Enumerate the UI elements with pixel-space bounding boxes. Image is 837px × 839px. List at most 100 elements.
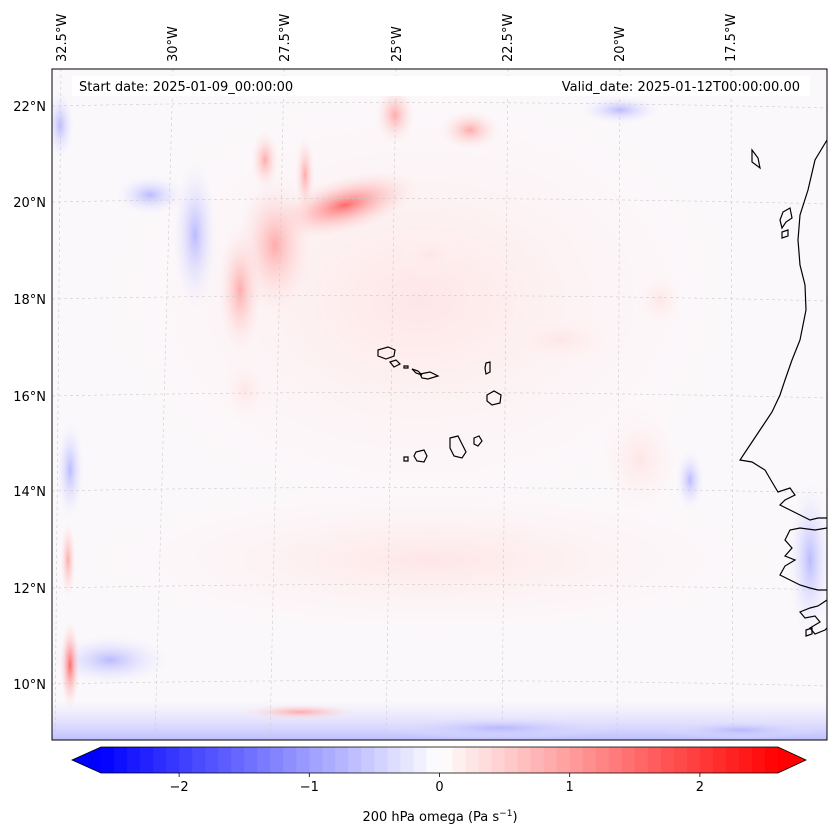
lat-label: 14°N — [13, 485, 46, 500]
island-sao-nicolau — [411, 368, 423, 376]
omega-field-patch — [220, 355, 270, 425]
lat-label: 20°N — [13, 196, 46, 211]
colorbar-segment — [582, 747, 597, 773]
africa-coastline — [779, 207, 793, 230]
colorbar-segment — [413, 747, 428, 773]
colorbar-segment — [621, 747, 636, 773]
omega-field-patch — [52, 90, 74, 160]
colorbar-segment — [491, 747, 506, 773]
omega-field-patch — [380, 716, 620, 740]
colorbar-segment — [140, 747, 154, 773]
colorbar-segment — [192, 747, 206, 773]
lon-label: 30°W — [166, 26, 181, 62]
colorbar-segment — [400, 747, 415, 773]
omega-field-patch — [595, 400, 685, 520]
colorbar-segment — [335, 747, 349, 773]
colorbar-gradient — [72, 747, 806, 773]
colorbar-segment — [218, 747, 232, 773]
colorbar-segment — [465, 747, 480, 773]
omega-field-patch — [635, 270, 685, 330]
island-brava — [403, 456, 409, 462]
parallel-line — [52, 102, 827, 109]
lat-label: 10°N — [13, 678, 46, 693]
colorbar-segment — [114, 747, 128, 773]
omega-field-patch — [580, 96, 660, 124]
island-fogo — [413, 449, 428, 463]
omega-field-patch — [56, 420, 84, 520]
parallel-line — [52, 198, 827, 205]
island-sao-nicolau — [419, 371, 440, 380]
colorbar-outline — [71, 746, 807, 774]
island-santo-antao — [377, 346, 396, 360]
omega-field-patch — [173, 160, 217, 310]
lon-label: 20°W — [613, 26, 628, 62]
colorbar-segment — [764, 747, 779, 773]
parallel-line — [52, 584, 827, 591]
colorbar-segment — [634, 747, 649, 773]
africa-coastline — [805, 627, 813, 637]
island-boa-vista — [486, 390, 502, 406]
colorbar-segment — [452, 747, 467, 773]
colorbar-segment — [348, 747, 362, 773]
colorbar-segment — [387, 747, 402, 773]
colorbar-tick-label: −1 — [300, 780, 319, 795]
parallel-line — [52, 295, 827, 302]
colorbar-segment — [517, 747, 532, 773]
header-bar: Start date: 2025-01-09_00:00:00 Valid_da… — [72, 76, 810, 96]
omega-field-patch — [218, 225, 262, 355]
omega-field-patch — [115, 175, 185, 215]
lon-label: 27.5°W — [278, 14, 293, 62]
colorbar-tick-label: −2 — [170, 780, 189, 795]
omega-field-patch — [295, 135, 315, 215]
colorbar-segment — [556, 747, 571, 773]
meridian-line — [616, 69, 621, 740]
colorbar-segment — [205, 747, 219, 773]
colorbar-segment — [569, 747, 584, 773]
lon-label: 25°W — [390, 26, 405, 62]
omega-field-patch — [660, 720, 820, 740]
colorbar-segment — [608, 747, 623, 773]
omega-field-patch — [60, 620, 80, 710]
lat-label: 18°N — [13, 293, 46, 308]
meridian-line — [54, 69, 62, 740]
colorbar-segment — [686, 747, 701, 773]
coastline — [738, 139, 827, 637]
colorbar-segment — [270, 747, 284, 773]
colorbar-segment — [543, 747, 558, 773]
lat-label: 12°N — [13, 582, 46, 597]
meridian-line — [730, 69, 734, 740]
parallel-line — [52, 680, 827, 687]
omega-field — [52, 70, 827, 740]
africa-coastline — [799, 599, 827, 635]
omega-field-patch — [440, 110, 500, 150]
colorbar-segment — [166, 747, 180, 773]
meridian-line — [154, 69, 174, 740]
omega-field-patch — [676, 450, 704, 510]
meridian-line — [269, 69, 285, 740]
island-sao-vicente — [388, 359, 402, 368]
colorbar-extend-low — [72, 747, 101, 773]
omega-field-patch — [400, 235, 460, 275]
island-santiago — [449, 435, 467, 459]
colorbar-segment — [738, 747, 753, 773]
colorbar-label: 200 hPa omega (Pa s−1) — [362, 809, 517, 825]
omega-field-patch — [70, 480, 790, 640]
colorbar-label-text: 200 hPa omega (Pa s — [362, 810, 499, 825]
colorbar-segment — [309, 747, 323, 773]
colorbar-segment — [231, 747, 245, 773]
colorbar-segment — [725, 747, 740, 773]
colorbar-segment — [283, 747, 297, 773]
island-sal — [484, 361, 491, 375]
colorbar-segment — [673, 747, 688, 773]
africa-coastline — [738, 139, 827, 521]
colorbar-segment — [595, 747, 610, 773]
colorbar-label-exponent: −1 — [499, 809, 512, 819]
island-santa-luzia — [403, 365, 409, 369]
omega-field-patch — [500, 315, 620, 365]
colorbar-tick-label: 0 — [435, 780, 443, 795]
omega-field-patch — [60, 520, 76, 600]
map-frame — [51, 68, 828, 741]
colorbar-segment — [374, 747, 389, 773]
lon-label: 17.5°W — [724, 14, 739, 62]
colorbar-segment — [530, 747, 545, 773]
